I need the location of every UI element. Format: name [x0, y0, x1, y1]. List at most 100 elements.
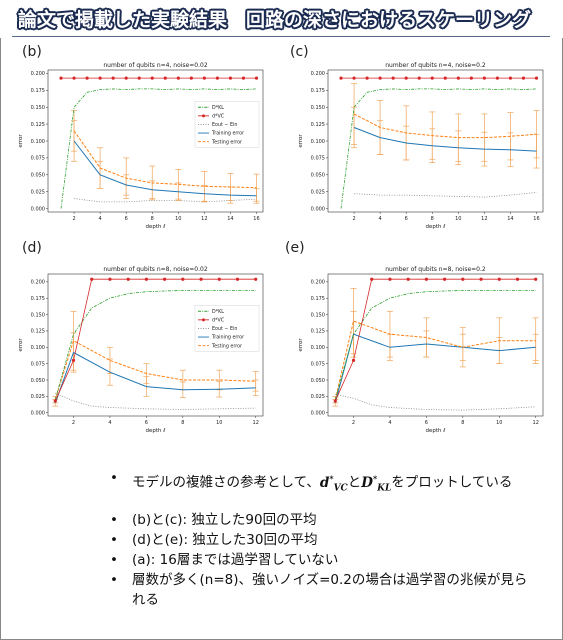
chart-title: number of qubits n=4, noise=0.2 — [385, 62, 486, 69]
legend-marker-dvc — [202, 114, 205, 118]
dvc-marker — [189, 76, 193, 80]
dvc-marker — [497, 277, 501, 281]
dvc-marker — [479, 277, 483, 281]
dkl-line — [54, 290, 256, 400]
bullet-item: (b)と(c): 独立した90回の平均 — [110, 510, 530, 530]
bullet-item: (d)と(e): 独立した30回の平均 — [110, 530, 530, 550]
legend-label-test: Testing error — [211, 139, 242, 145]
dvc-marker — [124, 76, 128, 80]
x-tick-label: 4 — [388, 420, 391, 426]
dvc-marker — [217, 277, 221, 281]
panel-label-c: (c) — [290, 44, 309, 60]
y-tick-label: 0.050 — [311, 378, 325, 384]
gap-line — [335, 394, 536, 411]
y-tick-label: 0.200 — [311, 280, 325, 286]
y-tick-label: 0.000 — [31, 411, 45, 417]
y-tick-label: 0.150 — [31, 312, 45, 318]
legend-label-dkl: D*KL — [212, 105, 224, 111]
x-tick-label: 8 — [461, 420, 464, 426]
testing-error-line — [353, 113, 537, 139]
x-tick-label: 6 — [145, 420, 148, 426]
dvc-marker — [108, 277, 112, 281]
dvc-marker — [443, 76, 447, 80]
dvc-marker — [417, 76, 421, 80]
dvc-marker — [430, 76, 434, 80]
dvc-marker — [53, 399, 57, 403]
dkl-line — [334, 290, 536, 400]
dvc-marker — [98, 76, 102, 80]
y-tick-label: 0.175 — [311, 88, 325, 94]
dvc-marker — [71, 358, 76, 362]
x-tick-label: 12 — [533, 420, 539, 426]
dvc-marker — [215, 76, 219, 80]
testing-error-line — [73, 130, 257, 189]
dvc-marker — [406, 277, 410, 281]
x-axis-label: depth ℓ — [145, 428, 165, 434]
x-tick-label: 12 — [253, 420, 259, 426]
y-tick-label: 0.025 — [311, 190, 325, 196]
y-tick-label: 0.125 — [311, 122, 325, 128]
chart-e: number of qubits n=8, noise=0.2 0.000 0.02… — [298, 266, 544, 434]
dkl-line — [340, 88, 537, 209]
title-bar: 論文で掲載した実験結果 回路の深さにおけるスケーリング — [0, 0, 563, 38]
bullet-item: (a): 16層までは過学習していない — [110, 550, 530, 570]
x-tick-label: 4 — [379, 216, 382, 222]
y-tick-label: 0.000 — [31, 206, 45, 212]
y-tick-label: 0.200 — [31, 280, 45, 286]
x-tick-label: 2 — [352, 420, 355, 426]
dvc-marker — [235, 277, 240, 281]
y-tick-label: 0.125 — [311, 329, 325, 335]
dvc-marker — [163, 277, 167, 281]
chart-title: number of qubits n=4, noise=0.02 — [103, 62, 207, 69]
dvc-marker — [137, 76, 141, 80]
dvc-marker — [443, 277, 447, 281]
bullet-item: モデルの複雑さの参考として、d*VCとD*KLをプロットしている — [110, 468, 530, 498]
dvc-marker — [90, 277, 94, 281]
legend-label-train: Training error — [211, 131, 244, 137]
dvc-line — [334, 278, 536, 402]
dvc-marker — [521, 76, 526, 80]
y-tick-label: 0.100 — [311, 139, 325, 145]
x-axis-label: depth ℓ — [145, 224, 165, 230]
legend-label-gap: Eout − Ein — [212, 326, 237, 332]
x-tick-label: 2 — [72, 420, 75, 426]
dvc-marker — [339, 76, 343, 80]
y-tick-label: 0.200 — [311, 71, 325, 77]
dvc-marker — [59, 76, 63, 80]
dvc-marker — [254, 76, 259, 80]
y-tick-label: 0.175 — [31, 88, 45, 94]
dvc-marker — [378, 76, 382, 80]
training-error-line — [54, 351, 256, 404]
dvc-marker — [404, 76, 408, 80]
chart-c: number of qubits n=4, noise=0.2 0.000 0.02… — [298, 62, 544, 230]
y-tick-label: 0.050 — [31, 378, 45, 384]
legend-marker-dvc — [202, 318, 205, 322]
y-tick-label: 0.100 — [31, 139, 45, 145]
dvc-marker — [176, 76, 180, 80]
x-tick-label: 12 — [481, 216, 487, 222]
training-error-line — [73, 140, 257, 197]
y-tick-label: 0.050 — [31, 173, 45, 179]
dvc-marker — [254, 277, 258, 281]
y-tick-label: 0.025 — [31, 190, 45, 196]
panel-label-d: (d) — [22, 240, 42, 256]
dvc-marker — [150, 76, 154, 80]
x-tick-label: 8 — [431, 216, 434, 222]
dvc-marker — [461, 277, 465, 281]
legend-label-dkl: D*KL — [212, 309, 224, 315]
dvc-marker — [85, 76, 89, 80]
y-tick-label: 0.150 — [311, 312, 325, 318]
dvc-marker — [199, 277, 203, 281]
dvc-marker — [469, 76, 473, 80]
dvc-marker — [424, 277, 428, 281]
y-axis-label: error — [298, 134, 304, 148]
dvc-marker — [163, 76, 167, 80]
slide-title: 論文で掲載した実験結果 回路の深さにおけるスケーリング — [18, 9, 532, 31]
x-tick-label: 10 — [496, 420, 502, 426]
x-tick-label: 14 — [507, 216, 513, 222]
testing-error-line — [334, 320, 536, 400]
plot-frame — [47, 273, 264, 417]
y-tick-label: 0.100 — [311, 345, 325, 351]
gap-line — [354, 192, 537, 198]
x-tick-label: 8 — [181, 420, 184, 426]
